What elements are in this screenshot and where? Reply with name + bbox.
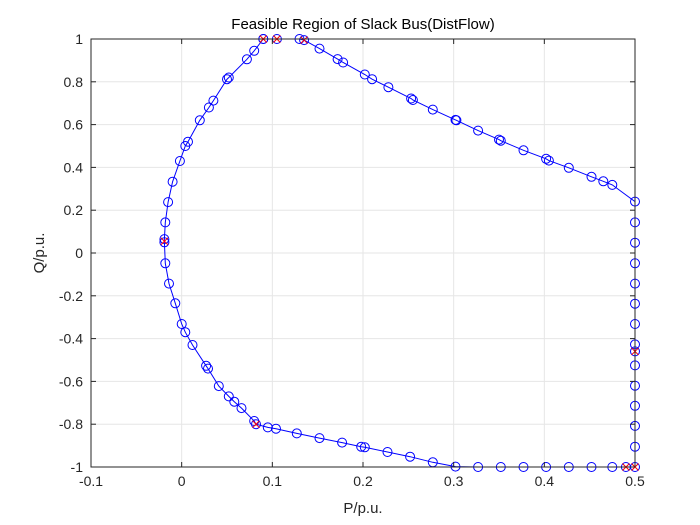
data-point-marker	[194, 115, 205, 126]
data-point-marker	[314, 43, 325, 54]
data-point-marker	[174, 156, 185, 166]
data-point-marker	[382, 447, 393, 457]
y-tick-label: 0	[75, 245, 83, 261]
data-point-marker	[495, 135, 506, 146]
data-point-marker	[163, 197, 174, 208]
data-point-marker	[598, 176, 609, 187]
data-point-marker	[213, 381, 224, 392]
data-point-marker	[183, 136, 193, 147]
x-tick-label: 0.5	[625, 473, 645, 489]
data-point-marker	[359, 69, 370, 80]
y-tick-label: 0.6	[64, 117, 84, 133]
data-point-marker	[541, 153, 552, 164]
data-point-marker	[332, 54, 343, 65]
data-point-marker	[586, 171, 597, 182]
data-point-marker	[427, 104, 438, 115]
data-point-marker	[543, 155, 554, 166]
data-point-marker	[249, 45, 260, 56]
data-point-marker	[176, 319, 187, 329]
data-point-marker	[180, 327, 191, 338]
y-tick-label: 0.2	[64, 202, 84, 218]
y-tick-label: -0.6	[59, 373, 83, 389]
x-tick-label: 0.4	[535, 473, 555, 489]
data-point-marker	[159, 234, 170, 245]
data-point-marker	[407, 95, 418, 105]
data-point-marker	[563, 162, 574, 173]
highlight-point-marker	[300, 36, 308, 44]
data-point-marker	[367, 74, 378, 85]
data-point-marker	[299, 35, 310, 46]
data-point-marker	[383, 82, 394, 93]
data-point-marker	[518, 145, 529, 156]
data-point-marker	[236, 403, 247, 414]
x-tick-label: 0.3	[444, 473, 464, 489]
y-tick-label: -1	[71, 459, 84, 475]
data-point-marker	[241, 54, 252, 65]
x-tick-label: 0	[178, 473, 186, 489]
axis-ticks: -0.1 0 0.1 0.2 0.3 0.4 0.5 -1 -0.8 -0.6 -0.4 -0.2 0 0…	[59, 31, 645, 489]
highlight-point-marker	[252, 420, 260, 429]
data-point-marker	[314, 433, 325, 444]
data-point-marker	[229, 396, 240, 407]
data-point-marker	[159, 237, 170, 248]
y-tick-label: 0.8	[64, 74, 84, 90]
data-point-marker	[160, 258, 171, 269]
data-point-marker	[201, 360, 212, 371]
data-point-marker	[164, 278, 174, 289]
data-point-marker	[160, 217, 171, 228]
x-tick-label: -0.1	[79, 473, 103, 489]
data-point-marker	[356, 441, 367, 452]
y-tick-label: 0.4	[64, 159, 84, 175]
data-point-marker	[405, 451, 416, 462]
y-tick-label: -0.8	[59, 416, 83, 432]
data-point-marker	[607, 179, 618, 190]
data-point-marker	[203, 102, 214, 113]
x-tick-label: 0.1	[263, 473, 283, 489]
data-point-marker	[222, 74, 232, 85]
data-point-marker	[251, 419, 261, 430]
data-point-marker	[167, 176, 178, 187]
y-axis-label: Q/p.u.	[31, 233, 48, 274]
data-point-marker	[203, 363, 213, 374]
data-point-marker	[291, 428, 302, 439]
data-point-marker	[406, 93, 417, 104]
x-tick-label: 0.2	[353, 473, 373, 489]
y-tick-label: -0.4	[59, 331, 83, 347]
data-point-marker	[271, 423, 281, 434]
y-tick-label: -0.2	[59, 288, 83, 304]
data-point-marker	[208, 95, 219, 106]
data-point-marker	[223, 72, 234, 83]
data-point-marker	[359, 442, 370, 453]
data-point-marker	[494, 134, 504, 145]
highlight-point-marker	[160, 237, 169, 246]
data-point-marker	[170, 298, 181, 309]
data-point-marker	[262, 422, 273, 433]
x-axis-label: P/p.u.	[343, 500, 382, 517]
data-point-marker	[473, 125, 484, 136]
data-point-marker	[338, 57, 349, 68]
data-point-marker	[223, 391, 234, 402]
data-point-marker	[187, 340, 198, 350]
chart-title: Feasible Region of Slack Bus(DistFlow)	[231, 16, 494, 33]
y-tick-label: 1	[75, 31, 83, 47]
data-point-marker	[451, 115, 462, 126]
data-point-marker	[337, 437, 348, 448]
